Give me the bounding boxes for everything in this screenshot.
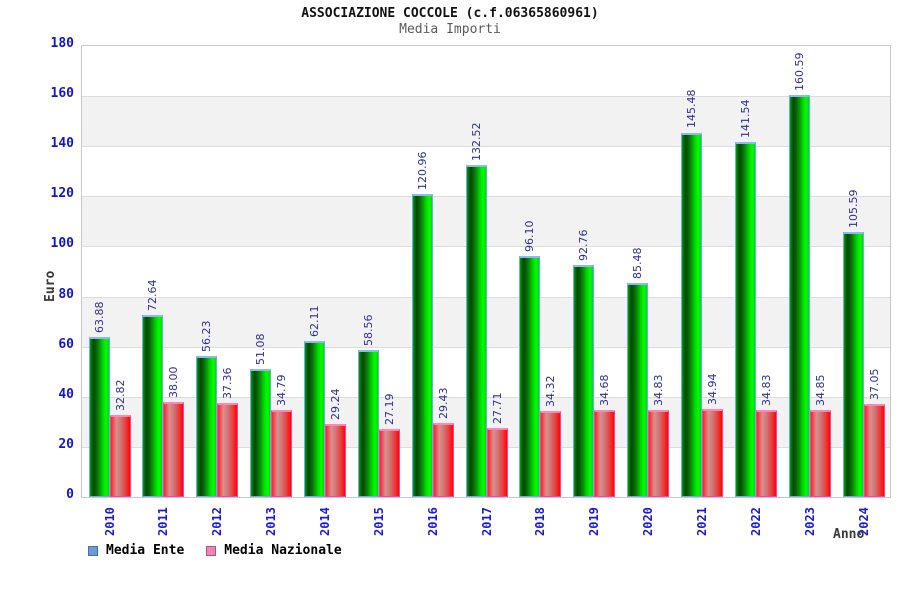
bar-value-label: 37.36 xyxy=(221,367,235,400)
bar-media-nazionale-2015 xyxy=(378,428,400,497)
bar-value-label: 160.59 xyxy=(792,52,806,91)
bar-media-ente-2023 xyxy=(788,94,810,497)
x-tick-label: 2017 xyxy=(479,507,494,536)
bar-media-ente-2017 xyxy=(465,164,487,497)
x-tick-label: 2011 xyxy=(156,507,171,536)
bar-value-label: 27.71 xyxy=(490,392,504,424)
y-tick-label: 80 xyxy=(58,286,74,302)
x-tick-label: 2013 xyxy=(264,507,279,536)
legend-label-media-nazionale: Media Nazionale xyxy=(224,543,342,558)
bar-media-ente-2024 xyxy=(842,232,864,497)
bar-media-ente-2019 xyxy=(573,264,595,497)
bar-media-ente-2011 xyxy=(142,315,164,497)
bar-media-nazionale-2013 xyxy=(271,409,293,497)
bar-value-label: 34.79 xyxy=(275,374,289,406)
x-tick-label: 2015 xyxy=(371,507,386,536)
bar-value-label: 27.19 xyxy=(382,393,396,425)
legend-swatch-media-nazionale xyxy=(206,545,217,556)
bar-media-nazionale-2018 xyxy=(540,411,562,497)
bar-value-label: 56.23 xyxy=(200,320,214,353)
bar-media-ente-2016 xyxy=(411,193,433,497)
bar-media-nazionale-2024 xyxy=(863,404,885,497)
bar-value-label: 34.32 xyxy=(544,375,558,408)
bar-media-nazionale-2012 xyxy=(217,403,239,497)
bar-value-label: 32.82 xyxy=(113,379,127,411)
gridline-band xyxy=(82,46,890,96)
bar-value-label: 37.05 xyxy=(867,368,881,401)
bar-media-nazionale-2020 xyxy=(648,409,670,497)
plot-area: 63.88 32.82 2010 72.64 38.00 2011 56.23 37.36 20… xyxy=(81,45,891,536)
y-axis-label: Euro xyxy=(43,270,58,302)
x-tick-label: 2022 xyxy=(748,507,763,536)
bar-media-nazionale-2010 xyxy=(109,414,131,497)
bar-value-label: 34.94 xyxy=(706,373,720,406)
bar-media-ente-2013 xyxy=(250,369,272,497)
bar-media-nazionale-2014 xyxy=(324,423,346,497)
x-tick-label: 2020 xyxy=(641,507,656,536)
bar-media-ente-2018 xyxy=(519,256,541,497)
y-tick-label: 100 xyxy=(50,236,74,252)
bar-value-label: 51.08 xyxy=(254,333,268,366)
y-tick-label: 180 xyxy=(50,36,74,51)
bar-value-label: 92.76 xyxy=(577,229,591,261)
bar-value-label: 72.64 xyxy=(146,279,160,311)
y-tick-label: 160 xyxy=(50,86,74,102)
x-tick-label: 2012 xyxy=(210,507,225,536)
legend: Media Ente Media Nazionale xyxy=(88,543,364,558)
bar-value-label: 34.83 xyxy=(652,374,666,406)
x-tick-label: 2021 xyxy=(695,507,710,536)
bar-value-label: 58.56 xyxy=(361,314,375,347)
y-tick-label: 40 xyxy=(58,386,74,402)
gridline-band xyxy=(82,96,890,148)
y-tick-label: 120 xyxy=(50,186,74,202)
bar-media-ente-2010 xyxy=(88,336,110,497)
bar-media-nazionale-2022 xyxy=(755,409,777,497)
bar-media-nazionale-2016 xyxy=(432,423,454,497)
bar-value-label: 105.59 xyxy=(846,189,860,229)
bar-value-label: 141.54 xyxy=(738,99,752,139)
bar-media-ente-2015 xyxy=(357,350,379,497)
x-tick-label: 2016 xyxy=(425,507,440,536)
gridline-band xyxy=(82,146,890,197)
x-tick-label: 2018 xyxy=(533,507,548,536)
legend-swatch-media-ente xyxy=(88,545,98,556)
chart-title: ASSOCIAZIONE COCCOLE (c.f.06365860961) xyxy=(301,6,599,21)
chart-subtitle: Media Importi xyxy=(399,22,501,37)
bar-value-label: 120.96 xyxy=(415,151,429,190)
x-tick-label: 2023 xyxy=(802,507,817,536)
legend-label-media-ente: Media Ente xyxy=(106,543,185,558)
bar-media-ente-2020 xyxy=(627,282,649,497)
bar-value-label: 38.00 xyxy=(167,366,181,398)
x-tick-label: 2019 xyxy=(587,507,602,536)
y-tick-label: 60 xyxy=(58,336,74,352)
y-tick-label: 20 xyxy=(58,436,74,452)
y-tick-label: 140 xyxy=(50,136,74,152)
bar-media-nazionale-2017 xyxy=(486,427,508,497)
bar-media-nazionale-2021 xyxy=(702,409,724,497)
x-tick-label: 2010 xyxy=(102,507,117,536)
bar-media-nazionale-2011 xyxy=(163,401,185,497)
bar-media-ente-2022 xyxy=(734,142,756,497)
bar-media-ente-2012 xyxy=(196,356,218,497)
bar-media-ente-2014 xyxy=(303,341,325,497)
bar-value-label: 34.83 xyxy=(759,374,773,406)
x-axis-label: Anno xyxy=(833,527,865,542)
bar-value-label: 29.43 xyxy=(436,387,450,420)
bar-value-label: 34.85 xyxy=(813,374,827,406)
bar-media-ente-2021 xyxy=(681,132,703,497)
bar-value-label: 85.48 xyxy=(631,247,645,279)
bar-value-label: 145.48 xyxy=(685,89,699,129)
bar-value-label: 132.52 xyxy=(469,122,483,161)
x-tick-label: 2014 xyxy=(317,507,332,536)
bar-media-nazionale-2023 xyxy=(809,409,831,497)
bar-value-label: 34.68 xyxy=(598,374,612,407)
bar-media-nazionale-2019 xyxy=(594,410,616,497)
bar-value-label: 63.88 xyxy=(92,301,106,333)
bar-value-label: 29.24 xyxy=(328,388,342,420)
bar-value-label: 62.11 xyxy=(307,305,321,338)
y-tick-label: 0 xyxy=(66,487,74,502)
bar-value-label: 96.10 xyxy=(523,220,537,253)
